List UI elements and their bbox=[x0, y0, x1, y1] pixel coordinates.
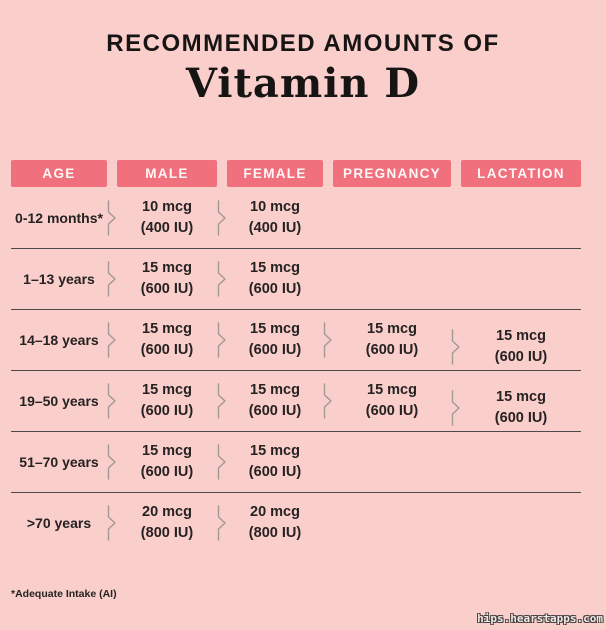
value-iu: (600 IU) bbox=[494, 348, 548, 365]
column-divider-icon bbox=[217, 383, 226, 419]
female-value: 20 mcg (800 IU) bbox=[217, 502, 323, 544]
value-iu: (600 IU) bbox=[365, 342, 419, 358]
value-iu: (600 IU) bbox=[140, 281, 194, 297]
column-header-age: AGE bbox=[11, 160, 107, 187]
male-value: 15 mcg (600 IU) bbox=[107, 380, 217, 422]
table-row: 14–18 years 15 mcg (600 IU) 15 mcg (600 … bbox=[11, 309, 581, 370]
female-value: 10 mcg (400 IU) bbox=[217, 197, 323, 239]
column-divider-icon bbox=[217, 322, 226, 358]
column-divider-icon bbox=[217, 261, 226, 297]
column-divider-icon bbox=[217, 505, 226, 541]
age-label: 14–18 years bbox=[19, 332, 99, 348]
lactation-value: 15 mcg (600 IU) bbox=[451, 387, 581, 429]
column-header-pregnancy: PREGNANCY bbox=[333, 160, 451, 187]
value-mcg: 10 mcg bbox=[250, 198, 300, 215]
value-iu: (600 IU) bbox=[365, 403, 419, 419]
value-mcg: 15 mcg bbox=[250, 321, 300, 337]
column-divider-icon bbox=[217, 444, 226, 480]
female-value: 15 mcg (600 IU) bbox=[217, 319, 323, 361]
male-value: 15 mcg (600 IU) bbox=[107, 441, 217, 483]
watermark: hips.hearstapps.com bbox=[477, 612, 603, 625]
value-mcg: 15 mcg bbox=[496, 388, 546, 405]
value-mcg: 20 mcg bbox=[142, 504, 192, 520]
value-mcg: 15 mcg bbox=[367, 382, 417, 398]
male-value: 20 mcg (800 IU) bbox=[107, 502, 217, 544]
page-title: RECOMMENDED AMOUNTS OF bbox=[106, 30, 500, 57]
value-iu: (800 IU) bbox=[140, 525, 194, 541]
age-label: >70 years bbox=[26, 515, 92, 531]
male-value: 15 mcg (600 IU) bbox=[107, 319, 217, 361]
value-iu: (600 IU) bbox=[248, 281, 302, 297]
value-iu: (600 IU) bbox=[494, 409, 548, 426]
column-header-female: FEMALE bbox=[227, 160, 323, 187]
column-divider-icon bbox=[323, 383, 332, 419]
column-divider-icon bbox=[107, 444, 116, 480]
lactation-value: 15 mcg (600 IU) bbox=[451, 326, 581, 368]
value-mcg: 15 mcg bbox=[250, 260, 300, 276]
value-mcg: 20 mcg bbox=[250, 504, 300, 520]
value-iu: (600 IU) bbox=[140, 403, 194, 419]
value-mcg: 15 mcg bbox=[142, 321, 192, 337]
value-iu: (600 IU) bbox=[248, 403, 302, 419]
value-mcg: 15 mcg bbox=[496, 327, 546, 344]
table-row: 51–70 years 15 mcg (600 IU) 15 mcg (600 … bbox=[11, 431, 581, 492]
age-label: 19–50 years bbox=[19, 393, 99, 409]
column-header-male: MALE bbox=[117, 160, 217, 187]
value-iu: (600 IU) bbox=[140, 464, 194, 480]
page-subtitle: Vitamin D bbox=[185, 60, 421, 107]
age-label: 1–13 years bbox=[23, 271, 95, 287]
pregnancy-value: 15 mcg (600 IU) bbox=[323, 380, 451, 422]
column-divider-icon bbox=[107, 199, 116, 236]
column-divider-icon bbox=[107, 383, 116, 419]
male-value: 15 mcg (600 IU) bbox=[107, 258, 217, 300]
value-mcg: 15 mcg bbox=[142, 443, 192, 459]
column-divider-icon bbox=[107, 261, 116, 297]
column-header-lactation: LACTATION bbox=[461, 160, 581, 187]
column-divider-icon bbox=[451, 389, 460, 426]
column-divider-icon bbox=[107, 505, 116, 541]
female-value: 15 mcg (600 IU) bbox=[217, 441, 323, 483]
value-mcg: 15 mcg bbox=[250, 382, 300, 398]
value-mcg: 15 mcg bbox=[250, 443, 300, 459]
column-divider-icon bbox=[107, 322, 116, 358]
value-iu: (400 IU) bbox=[140, 219, 194, 236]
table-row: 19–50 years 15 mcg (600 IU) 15 mcg (600 … bbox=[11, 370, 581, 431]
male-value: 10 mcg (400 IU) bbox=[107, 197, 217, 239]
vitamin-d-table: AGE MALE FEMALE PREGNANCY LACTATION 0-12… bbox=[11, 160, 581, 553]
value-iu: (600 IU) bbox=[248, 464, 302, 480]
value-mcg: 15 mcg bbox=[142, 382, 192, 398]
table-row: 1–13 years 15 mcg (600 IU) 15 mcg (600 I… bbox=[11, 248, 581, 309]
value-iu: (400 IU) bbox=[248, 219, 302, 236]
value-mcg: 15 mcg bbox=[367, 321, 417, 337]
value-mcg: 10 mcg bbox=[142, 198, 192, 215]
female-value: 15 mcg (600 IU) bbox=[217, 380, 323, 422]
pregnancy-value: 15 mcg (600 IU) bbox=[323, 319, 451, 361]
value-iu: (600 IU) bbox=[248, 342, 302, 358]
footnote: *Adequate Intake (AI) bbox=[11, 588, 117, 600]
column-divider-icon bbox=[451, 328, 460, 365]
female-value: 15 mcg (600 IU) bbox=[217, 258, 323, 300]
age-label: 51–70 years bbox=[19, 454, 99, 470]
value-iu: (800 IU) bbox=[248, 525, 302, 541]
table-row: >70 years 20 mcg (800 IU) 20 mcg (800 IU… bbox=[11, 492, 581, 553]
column-divider-icon bbox=[217, 199, 226, 236]
table-header-row: AGE MALE FEMALE PREGNANCY LACTATION bbox=[11, 160, 581, 187]
value-mcg: 15 mcg bbox=[142, 260, 192, 276]
value-iu: (600 IU) bbox=[140, 342, 194, 358]
age-label: 0-12 months* bbox=[15, 209, 103, 226]
column-divider-icon bbox=[323, 322, 332, 358]
table-row: 0-12 months* 10 mcg (400 IU) 10 mcg (400… bbox=[11, 187, 581, 248]
